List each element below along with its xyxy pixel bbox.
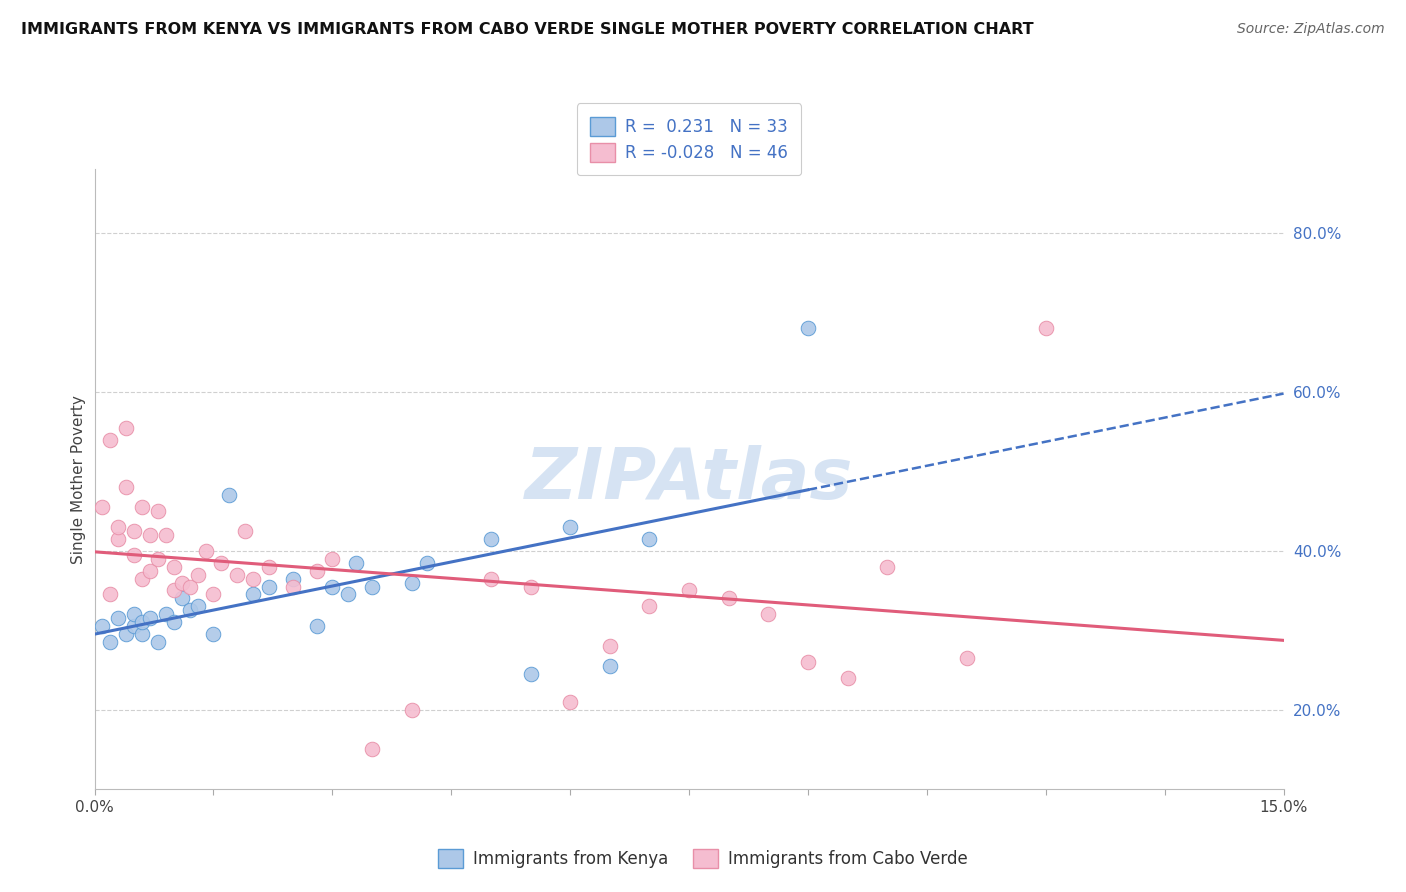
Point — [179, 603, 201, 617]
Point — [560, 520, 582, 534]
Point — [281, 572, 304, 586]
Text: Source: ZipAtlas.com: Source: ZipAtlas.com — [1237, 22, 1385, 37]
Point — [416, 556, 439, 570]
Point — [91, 619, 114, 633]
Point — [139, 611, 162, 625]
Point — [479, 532, 502, 546]
Point — [107, 532, 129, 546]
Point — [321, 580, 343, 594]
Point — [678, 583, 700, 598]
Point — [519, 580, 541, 594]
Point — [107, 520, 129, 534]
Point — [242, 572, 264, 586]
Point — [115, 627, 138, 641]
Y-axis label: Single Mother Poverty: Single Mother Poverty — [72, 395, 86, 564]
Point — [1035, 321, 1057, 335]
Point — [155, 607, 177, 622]
Point — [187, 567, 209, 582]
Point — [242, 587, 264, 601]
Text: IMMIGRANTS FROM KENYA VS IMMIGRANTS FROM CABO VERDE SINGLE MOTHER POVERTY CORREL: IMMIGRANTS FROM KENYA VS IMMIGRANTS FROM… — [21, 22, 1033, 37]
Point — [163, 583, 186, 598]
Point — [209, 556, 232, 570]
Point — [305, 564, 328, 578]
Point — [131, 572, 153, 586]
Point — [115, 480, 138, 494]
Point — [344, 556, 367, 570]
Point — [100, 587, 122, 601]
Point — [131, 627, 153, 641]
Point — [139, 528, 162, 542]
Point — [638, 532, 661, 546]
Point — [131, 615, 153, 630]
Point — [194, 543, 217, 558]
Point — [146, 504, 169, 518]
Point — [146, 551, 169, 566]
Point — [91, 500, 114, 514]
Point — [170, 591, 193, 606]
Point — [305, 619, 328, 633]
Point — [202, 587, 225, 601]
Point — [519, 667, 541, 681]
Point — [107, 611, 129, 625]
Point — [837, 671, 859, 685]
Point — [122, 607, 145, 622]
Point — [257, 580, 280, 594]
Point — [599, 659, 621, 673]
Point — [638, 599, 661, 614]
Point — [170, 575, 193, 590]
Point — [599, 639, 621, 653]
Point — [233, 524, 256, 538]
Point — [139, 564, 162, 578]
Point — [257, 559, 280, 574]
Point — [361, 580, 384, 594]
Point — [361, 742, 384, 756]
Point — [146, 635, 169, 649]
Point — [155, 528, 177, 542]
Point — [218, 488, 240, 502]
Point — [876, 559, 898, 574]
Point — [955, 651, 977, 665]
Point — [321, 551, 343, 566]
Point — [163, 615, 186, 630]
Point — [163, 559, 186, 574]
Point — [717, 591, 740, 606]
Point — [337, 587, 360, 601]
Point — [756, 607, 779, 622]
Point — [202, 627, 225, 641]
Point — [401, 575, 423, 590]
Point — [100, 433, 122, 447]
Point — [401, 703, 423, 717]
Legend: R =  0.231   N = 33, R = -0.028   N = 46: R = 0.231 N = 33, R = -0.028 N = 46 — [576, 103, 801, 175]
Point — [797, 655, 820, 669]
Point — [115, 420, 138, 434]
Point — [131, 500, 153, 514]
Point — [179, 580, 201, 594]
Point — [797, 321, 820, 335]
Legend: Immigrants from Kenya, Immigrants from Cabo Verde: Immigrants from Kenya, Immigrants from C… — [430, 840, 976, 877]
Text: ZIPAtlas: ZIPAtlas — [524, 445, 853, 514]
Point — [122, 619, 145, 633]
Point — [122, 524, 145, 538]
Point — [100, 635, 122, 649]
Point — [281, 580, 304, 594]
Point — [122, 548, 145, 562]
Point — [560, 695, 582, 709]
Point — [187, 599, 209, 614]
Point — [479, 572, 502, 586]
Point — [226, 567, 249, 582]
